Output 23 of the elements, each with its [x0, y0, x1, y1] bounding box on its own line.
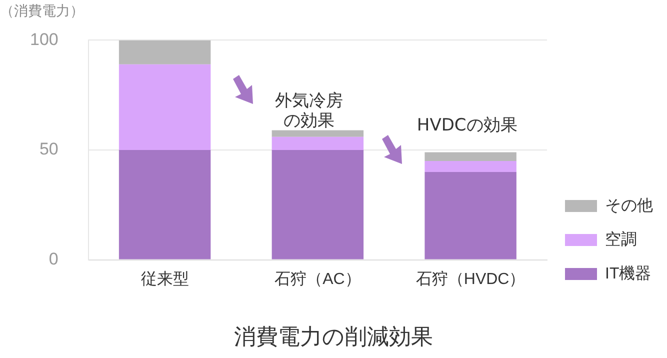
annotation: の効果 [284, 110, 335, 131]
bar [272, 130, 364, 137]
y-axis-title: （消費電力） [0, 4, 84, 20]
legend-label: その他 [605, 197, 653, 214]
bar [118, 64, 211, 150]
y-tick-label: 100 [30, 30, 58, 49]
y-tick-label: 50 [39, 140, 58, 159]
x-tick-label: 従来型 [140, 270, 189, 288]
bar [272, 150, 364, 260]
annotation: 外気冷房 [275, 91, 344, 112]
bar [424, 160, 516, 172]
bar [118, 150, 211, 260]
bar [118, 40, 211, 64]
text: 消費電力の削減効果 [233, 324, 434, 352]
y-tick-label: 0 [48, 249, 58, 268]
bar [272, 136, 364, 150]
bar [424, 172, 516, 260]
legend-label: IT機器 [605, 264, 652, 282]
x-tick-label: 石狩（HVDC） [416, 270, 526, 288]
bar [424, 152, 516, 161]
legend-label: 空調 [605, 230, 637, 248]
annotation: HVDCの効果 [416, 115, 518, 136]
x-tick-label: 石狩（AC） [274, 270, 361, 288]
